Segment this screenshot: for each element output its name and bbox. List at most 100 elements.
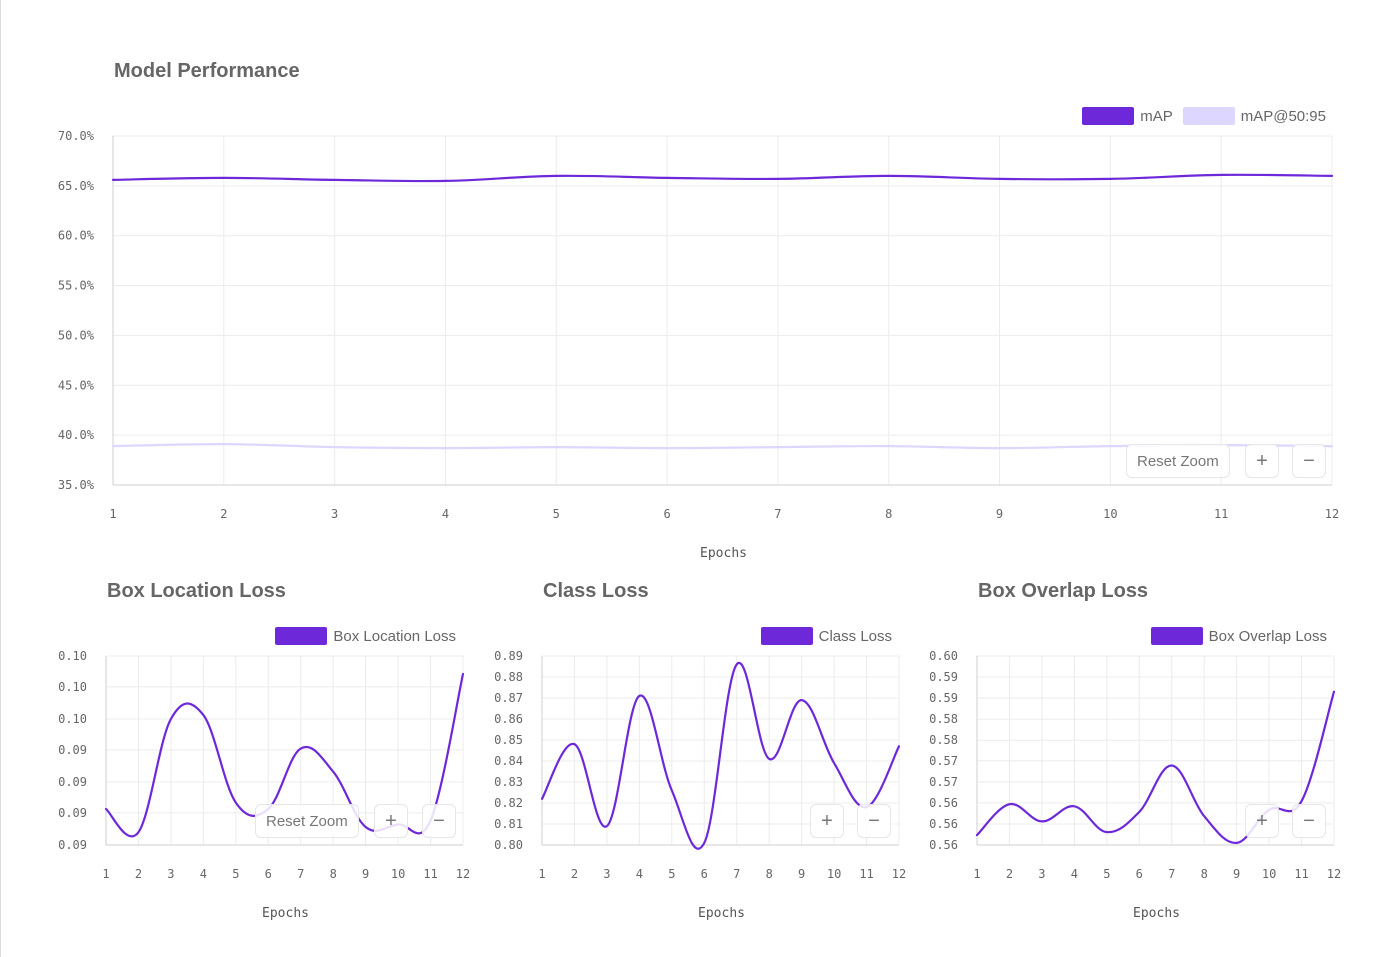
y-tick-label: 45.0% [58, 378, 95, 392]
legend-item[interactable]: mAP [1082, 107, 1173, 125]
x-tick-label: 9 [798, 867, 805, 881]
legend-label: mAP [1140, 107, 1173, 125]
x-tick-label: 9 [362, 867, 369, 881]
y-tick-label: 0.58 [929, 712, 958, 726]
x-tick-label: 5 [232, 867, 239, 881]
y-tick-label: 70.0% [58, 129, 95, 143]
x-tick-label: 12 [1327, 867, 1341, 881]
y-tick-label: 0.10 [58, 712, 87, 726]
zoom-out-button[interactable]: − [422, 804, 456, 838]
x-axis-title: Epochs [1133, 906, 1180, 921]
x-tick-label: 10 [827, 867, 841, 881]
zoom-out-button[interactable]: − [1292, 444, 1326, 478]
zoom-in-button[interactable]: + [1245, 444, 1279, 478]
y-tick-label: 0.59 [929, 670, 958, 684]
x-tick-label: 2 [135, 867, 142, 881]
x-tick-label: 12 [456, 867, 470, 881]
page-left-border [0, 0, 1, 957]
y-tick-label: 0.10 [58, 649, 87, 663]
legend-swatch [1082, 107, 1135, 125]
y-tick-label: 0.80 [494, 838, 523, 852]
legend-label: Box Location Loss [333, 627, 456, 645]
x-tick-label: 11 [859, 867, 873, 881]
y-tick-label: 0.81 [494, 817, 523, 831]
x-tick-label: 1 [102, 867, 109, 881]
x-tick-label: 6 [265, 867, 272, 881]
x-tick-label: 10 [1103, 507, 1117, 521]
y-tick-label: 0.88 [494, 670, 523, 684]
x-tick-label: 2 [1006, 867, 1013, 881]
zoom-in-button[interactable]: + [1245, 804, 1279, 838]
x-axis-title: Epochs [700, 546, 747, 561]
legend-item[interactable]: Box Location Loss [275, 627, 456, 645]
chart-legend: Box Overlap Loss [1141, 627, 1327, 645]
y-tick-label: 0.57 [929, 775, 958, 789]
x-tick-label: 12 [892, 867, 906, 881]
y-tick-label: 0.56 [929, 796, 958, 810]
x-tick-label: 4 [1071, 867, 1078, 881]
x-tick-label: 8 [885, 507, 892, 521]
x-tick-label: 10 [1262, 867, 1276, 881]
chart-title: Box Location Loss [107, 580, 286, 602]
reset-zoom-button[interactable]: Reset Zoom [255, 804, 359, 838]
x-axis-title: Epochs [262, 906, 309, 921]
x-tick-label: 5 [553, 507, 560, 521]
zoom-in-button[interactable]: + [374, 804, 408, 838]
y-tick-label: 0.56 [929, 838, 958, 852]
y-tick-label: 0.82 [494, 796, 523, 810]
chart-legend: mAP mAP@50:95 [1072, 107, 1326, 125]
legend-item[interactable]: Class Loss [760, 627, 892, 645]
legend-label: Box Overlap Loss [1208, 627, 1327, 645]
zoom-out-button[interactable]: − [857, 804, 891, 838]
y-tick-label: 0.09 [58, 806, 87, 820]
zoom-out-button[interactable]: − [1292, 804, 1326, 838]
x-tick-label: 3 [167, 867, 174, 881]
x-tick-label: 6 [663, 507, 670, 521]
y-tick-label: 0.86 [494, 712, 523, 726]
legend-swatch [760, 627, 813, 645]
x-tick-label: 3 [331, 507, 338, 521]
legend-label: mAP@50:95 [1240, 107, 1326, 125]
legend-swatch [275, 627, 328, 645]
x-tick-label: 11 [423, 867, 437, 881]
x-tick-label: 7 [733, 867, 740, 881]
x-tick-label: 1 [973, 867, 980, 881]
x-tick-label: 5 [1103, 867, 1110, 881]
grid-lines [112, 135, 1333, 486]
reset-zoom-button[interactable]: Reset Zoom [1126, 444, 1230, 478]
y-tick-label: 35.0% [58, 478, 95, 492]
chart-title: Class Loss [543, 580, 649, 602]
y-tick-label: 0.56 [929, 817, 958, 831]
y-tick-label: 0.87 [494, 691, 523, 705]
y-tick-label: 0.89 [494, 649, 523, 663]
x-tick-label: 6 [1136, 867, 1143, 881]
x-tick-label: 2 [220, 507, 227, 521]
y-tick-label: 0.57 [929, 754, 958, 768]
y-tick-label: 0.59 [929, 691, 958, 705]
x-tick-label: 2 [571, 867, 578, 881]
y-tick-label: 60.0% [58, 229, 95, 243]
legend-item[interactable]: mAP@50:95 [1182, 107, 1326, 125]
x-axis-title: Epochs [698, 906, 745, 921]
y-tick-label: 55.0% [58, 279, 95, 293]
x-tick-label: 3 [1038, 867, 1045, 881]
series-line [104, 672, 465, 838]
zoom-in-button[interactable]: + [810, 804, 844, 838]
legend-swatch [1182, 107, 1235, 125]
x-tick-label: 7 [297, 867, 304, 881]
legend-item[interactable]: Box Overlap Loss [1150, 627, 1327, 645]
y-tick-label: 0.09 [58, 743, 87, 757]
x-tick-label: 8 [330, 867, 337, 881]
series-line [975, 690, 1336, 845]
x-tick-label: 11 [1294, 867, 1308, 881]
y-tick-label: 0.84 [494, 754, 523, 768]
x-tick-label: 12 [1325, 507, 1339, 521]
x-tick-label: 4 [636, 867, 643, 881]
x-tick-label: 7 [1168, 867, 1175, 881]
x-tick-label: 4 [442, 507, 449, 521]
y-tick-label: 0.09 [58, 775, 87, 789]
chart-title: Model Performance [114, 60, 300, 82]
